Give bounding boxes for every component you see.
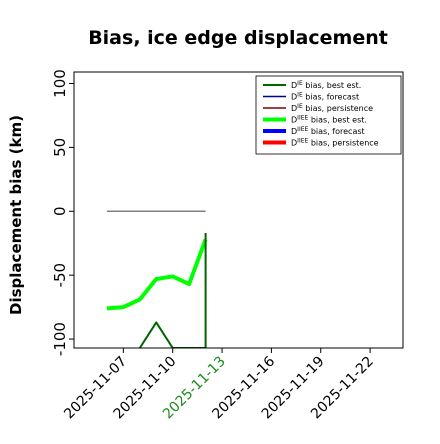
y-tick-label: 50	[51, 138, 69, 157]
legend-entry: DIE bias, persistence	[291, 103, 373, 113]
y-tick-label: 0	[51, 207, 69, 217]
plot-area: 100500-50-1002025-11-072025-11-102025-11…	[51, 69, 404, 422]
legend-entry: DIE bias, best est.	[291, 80, 361, 90]
y-tick-label: -50	[51, 263, 69, 288]
legend-entry: DIIEE bias, persistence	[291, 138, 379, 148]
legend-entry: DIIEE bias, best est.	[291, 115, 367, 125]
legend-entry: DIE bias, forecast	[291, 92, 359, 102]
y-tick-label: -100	[51, 322, 69, 356]
plot-frame	[73, 71, 404, 349]
series-line-0	[138, 233, 207, 348]
legend: DIE bias, best est. DIE bias, forecastDIE…	[255, 75, 402, 155]
y-axis-label: Displacement bias (km)	[7, 115, 25, 315]
legend-entry: DIIEE bias, forecast	[291, 126, 365, 136]
y-tick-label: 100	[51, 69, 69, 98]
chart-title: Bias, ice edge displacement	[88, 27, 388, 49]
series-line-3	[106, 238, 208, 311]
